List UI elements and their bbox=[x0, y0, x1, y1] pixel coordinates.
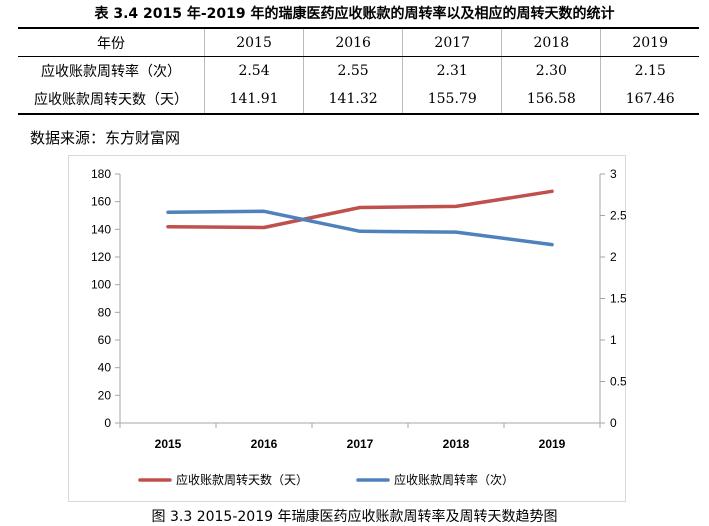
data-point bbox=[551, 190, 553, 192]
table-row: 应收账款周转天数（天） 141.91 141.32 155.79 156.58 … bbox=[18, 85, 699, 115]
source-note: 数据来源：东方财富网 bbox=[30, 129, 181, 147]
header-cell: 2016 bbox=[303, 27, 403, 57]
row-label: 应收账款周转率（次） bbox=[41, 64, 181, 80]
table-header-row: 年份 2015 2016 2017 2018 2019 bbox=[18, 27, 699, 57]
table-cell: 2.54 bbox=[203, 56, 304, 85]
right-tick-label: 1.5 bbox=[610, 292, 626, 306]
data-point bbox=[167, 211, 169, 213]
x-tick-label: 2018 bbox=[443, 437, 470, 451]
data-point bbox=[455, 205, 457, 207]
right-tick-label: 0 bbox=[610, 416, 617, 430]
header-cell: 2019 bbox=[600, 27, 699, 57]
left-tick-label: 100 bbox=[91, 278, 111, 292]
figure-caption: 图 3.3 2015-2019 年瑞康医药应收账款周转率及周转天数趋势图 bbox=[151, 509, 558, 525]
header-cell: 2017 bbox=[402, 27, 502, 57]
right-tick-label: 0.5 bbox=[610, 375, 626, 389]
table-cell: 141.32 bbox=[303, 85, 403, 115]
left-tick-label: 140 bbox=[91, 222, 111, 236]
table-row: 应收账款周转率（次） 2.54 2.55 2.31 2.30 2.15 bbox=[18, 56, 699, 85]
data-point bbox=[263, 227, 265, 229]
header-cell: 2018 bbox=[501, 27, 601, 57]
data-point bbox=[167, 226, 169, 228]
table-cell: 141.91 bbox=[203, 85, 304, 115]
data-point bbox=[359, 230, 361, 232]
table-cell: 2.55 bbox=[303, 56, 403, 85]
row-label: 应收账款周转天数（天） bbox=[18, 85, 205, 115]
legend-label: 应收账款周转天数（天） bbox=[176, 472, 308, 487]
chart-frame bbox=[68, 155, 626, 502]
data-table: 年份 2015 2016 2017 2018 2019 应收账款周转率（次） 2… bbox=[18, 27, 699, 115]
left-tick-label: 120 bbox=[91, 250, 111, 264]
x-tick-label: 2017 bbox=[347, 437, 374, 451]
right-tick-label: 2 bbox=[610, 250, 617, 264]
x-tick-label: 2016 bbox=[251, 437, 278, 451]
header-cell: 年份 bbox=[18, 27, 205, 57]
x-tick-label: 2015 bbox=[155, 437, 182, 451]
left-tick-label: 160 bbox=[91, 195, 111, 209]
x-tick-label: 2019 bbox=[539, 437, 566, 451]
data-point bbox=[263, 210, 265, 212]
table-cell: 2.30 bbox=[501, 56, 601, 85]
line-chart: 0 20 40 60 80 100 120 140 160 180 0 0.5 1 1.5 2 2.5 3 201… bbox=[91, 167, 626, 487]
legend-label: 应收账款周转率（次） bbox=[394, 472, 514, 487]
table-cell: 156.58 bbox=[501, 85, 601, 115]
left-tick-label: 40 bbox=[98, 361, 112, 375]
series-line-days bbox=[166, 189, 554, 230]
left-tick-label: 60 bbox=[98, 333, 112, 347]
left-tick-label: 180 bbox=[91, 167, 111, 181]
table-title: 表 3.4 2015 年-2019 年的瑞康医药应收账款的周转率以及相应的周转天… bbox=[94, 6, 615, 22]
left-tick-label: 80 bbox=[98, 305, 112, 319]
table-cell: 2.15 bbox=[600, 56, 699, 85]
data-point bbox=[455, 231, 457, 233]
right-tick-label: 3 bbox=[610, 167, 617, 181]
left-tick-label: 0 bbox=[104, 416, 111, 430]
data-point bbox=[551, 244, 553, 246]
table-cell: 155.79 bbox=[402, 85, 502, 115]
data-point bbox=[359, 206, 361, 208]
table-cell: 2.31 bbox=[402, 56, 502, 85]
right-tick-label: 1 bbox=[610, 333, 617, 347]
right-tick-label: 2.5 bbox=[610, 209, 626, 223]
left-tick-label: 20 bbox=[98, 388, 112, 402]
table-cell: 167.46 bbox=[600, 85, 699, 115]
header-cell: 2015 bbox=[203, 27, 304, 57]
